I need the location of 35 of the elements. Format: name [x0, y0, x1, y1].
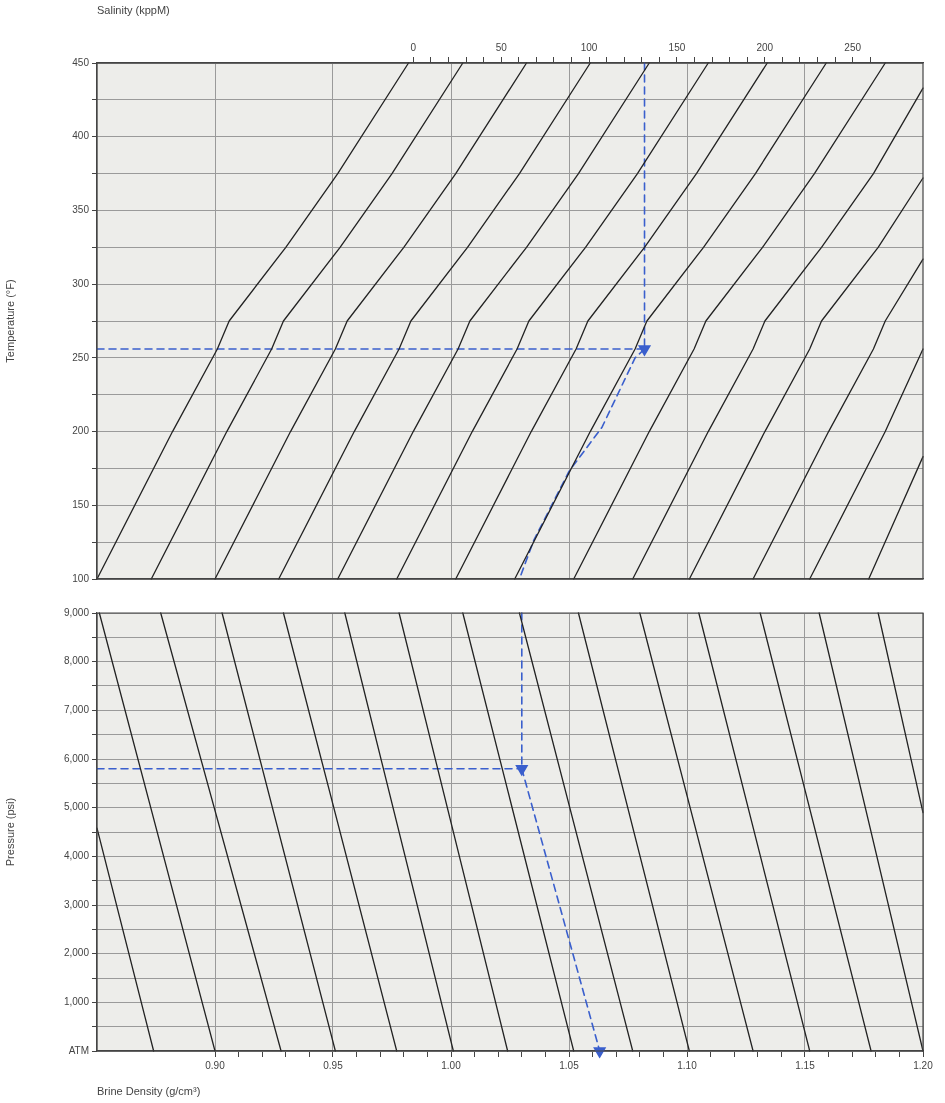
- x-tick-label: 1.10: [677, 1059, 698, 1071]
- y-tick-label: ATM: [68, 1044, 89, 1056]
- x2-axis-title: Salinity (kppM): [97, 3, 170, 16]
- y-axis-title: Pressure (psi): [3, 797, 16, 867]
- x-tick-label: 1.15: [795, 1059, 816, 1071]
- y-tick-label: 250: [72, 351, 90, 363]
- y-tick-label: 400: [72, 130, 90, 142]
- y-tick-label: 3,000: [63, 898, 90, 910]
- x2-tick-label: 150: [668, 41, 686, 53]
- x2-tick-label: 250: [844, 41, 862, 53]
- y-axis-title: Temperature (°F): [3, 279, 16, 363]
- y-tick-label: 300: [72, 277, 90, 289]
- y-tick-label: 350: [72, 204, 90, 216]
- x-axis-title: Brine Density (g/cm³): [97, 1085, 201, 1098]
- x-tick-label: 0.95: [323, 1059, 344, 1071]
- y-tick-label: 2,000: [63, 947, 90, 959]
- x-tick-label: 1.00: [441, 1059, 462, 1071]
- y-tick-label: 150: [72, 499, 90, 511]
- y-tick-label: 7,000: [63, 704, 90, 716]
- y-tick-label: 5,000: [63, 801, 90, 813]
- y-tick-label: 100: [72, 572, 90, 584]
- x-tick-label: 1.20: [913, 1059, 934, 1071]
- y-tick-label: 9,000: [63, 606, 90, 618]
- y-tick-label: 450: [72, 56, 90, 68]
- y-tick-label: 6,000: [63, 752, 90, 764]
- y-tick-label: 4,000: [63, 850, 90, 862]
- x-tick-label: 0.90: [205, 1059, 226, 1071]
- y-tick-label: 200: [72, 425, 90, 437]
- x2-tick-label: 200: [756, 41, 774, 53]
- y-tick-label: 8,000: [63, 655, 90, 667]
- y-tick-label: 1,000: [63, 996, 90, 1008]
- x2-tick-label: 100: [580, 41, 598, 53]
- x2-tick-label: 50: [495, 41, 508, 53]
- x2-tick-label: 0: [410, 41, 417, 53]
- x-tick-label: 1.05: [559, 1059, 580, 1071]
